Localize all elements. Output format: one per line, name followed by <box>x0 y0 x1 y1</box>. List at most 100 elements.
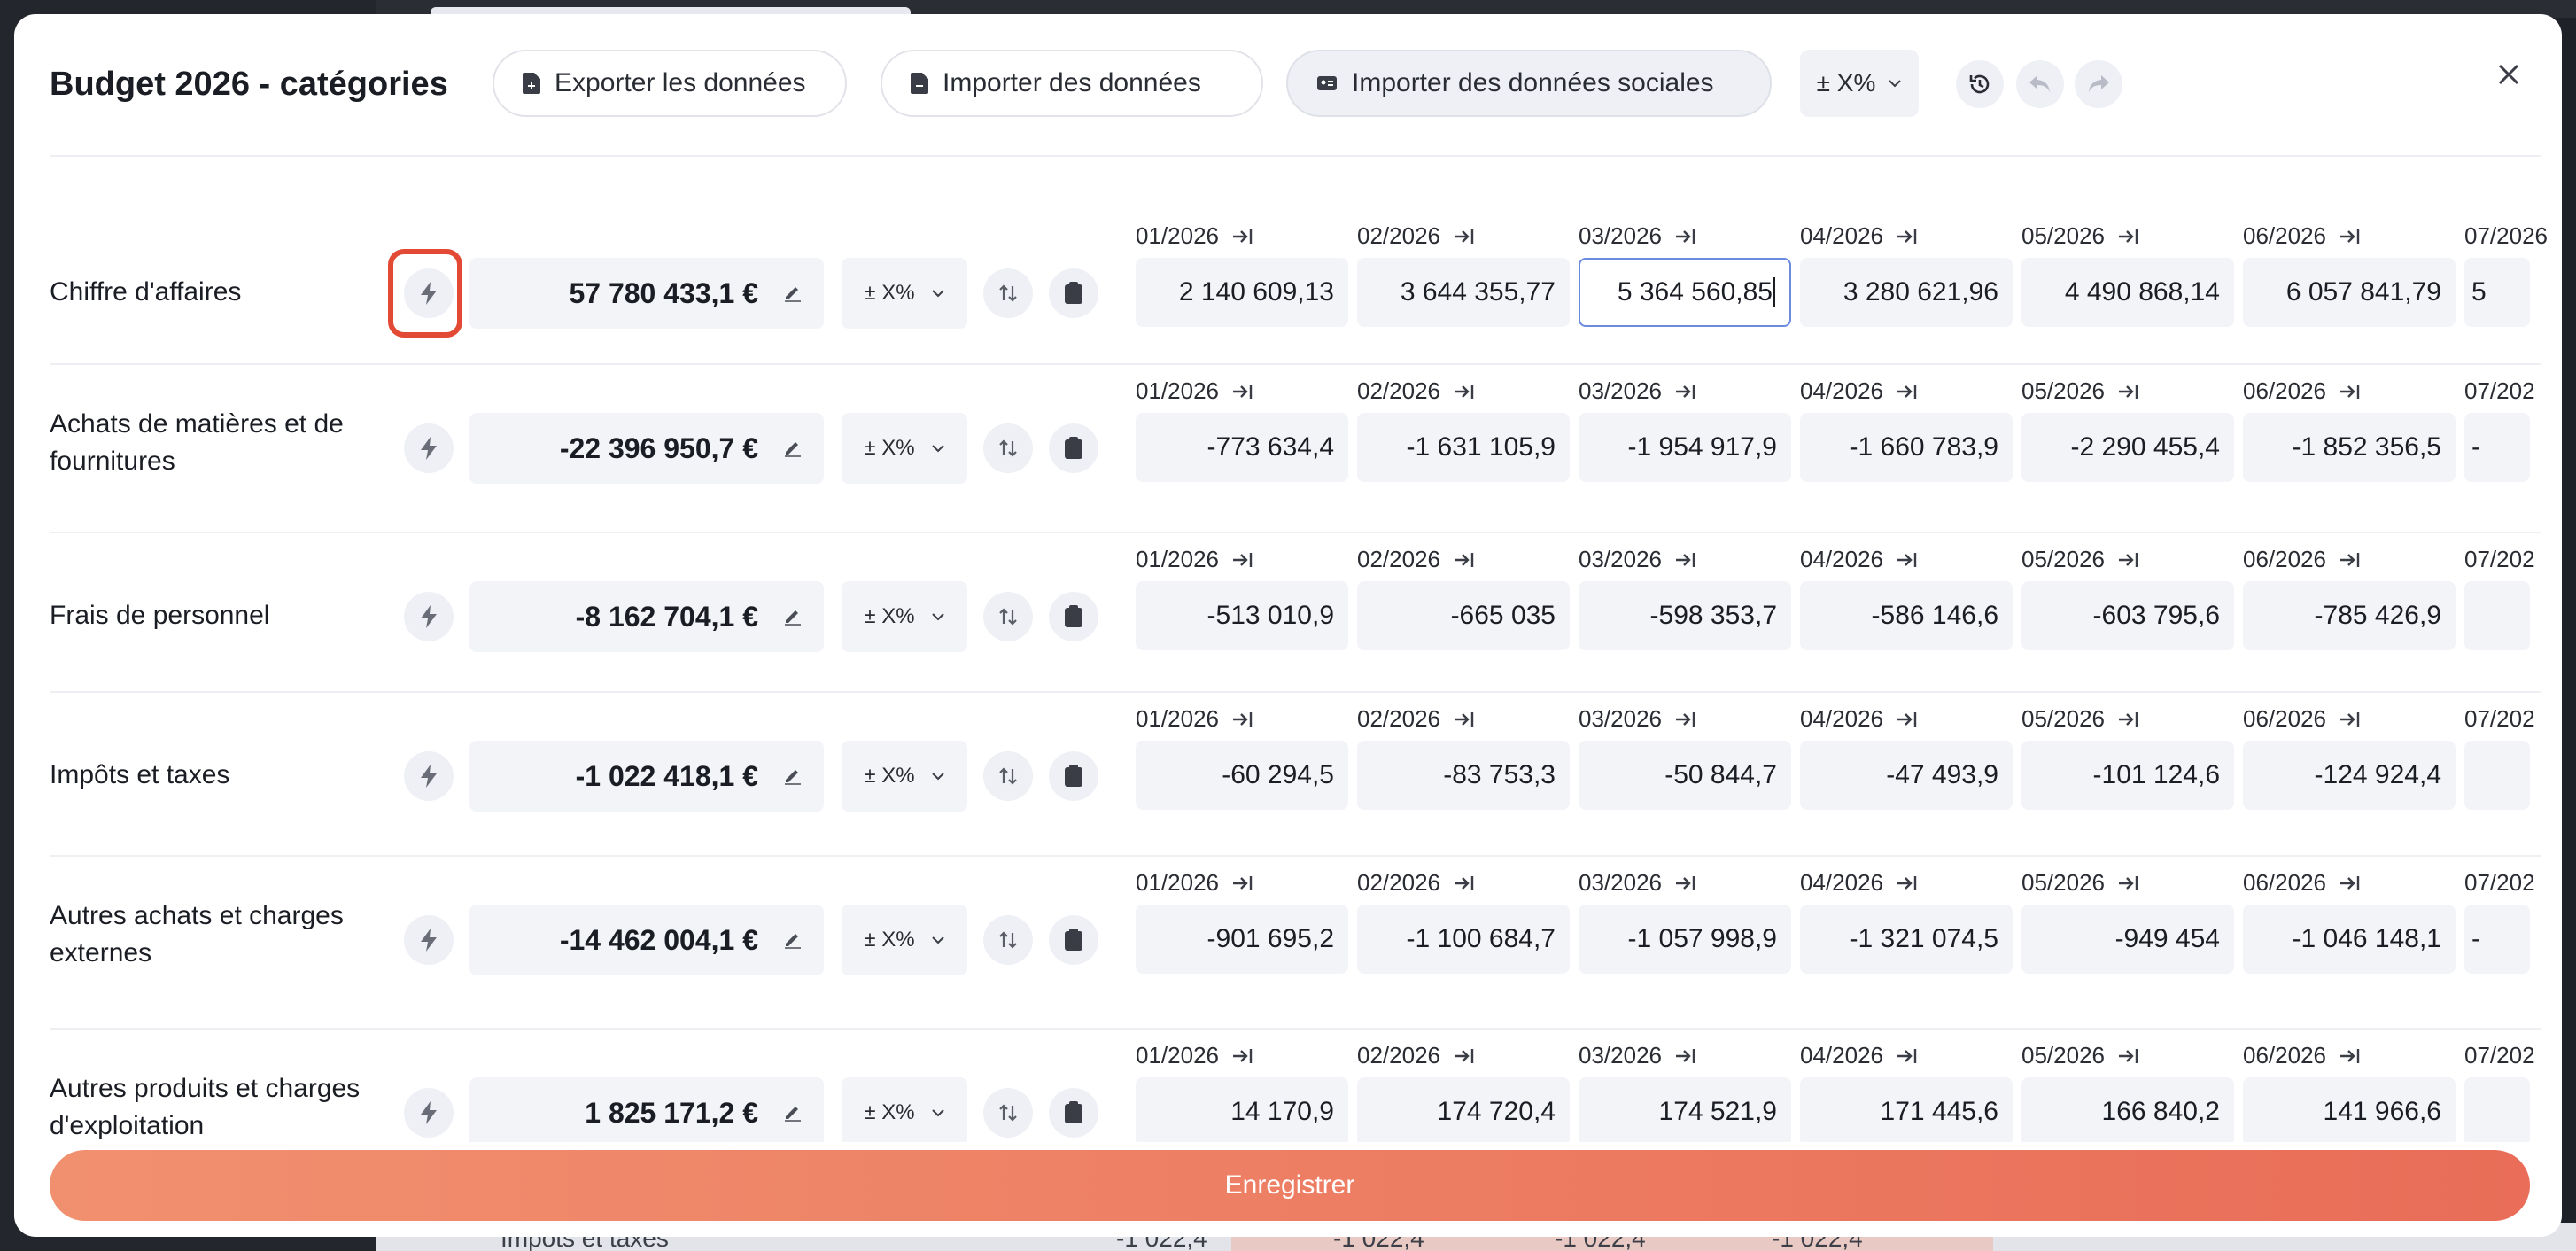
month-label[interactable]: 05/2026 <box>2021 1042 2140 1069</box>
category-total-field[interactable]: -1 022 418,1 € <box>469 741 824 812</box>
sort-button[interactable] <box>983 1088 1033 1138</box>
month-label[interactable]: 07/202 <box>2464 705 2535 733</box>
month-label[interactable]: 04/2026 <box>1800 869 1919 897</box>
auto-fill-button[interactable] <box>404 268 454 318</box>
month-label[interactable]: 06/2026 <box>2243 222 2362 250</box>
month-value-input[interactable]: 4 490 868,14 <box>2021 258 2234 327</box>
month-value-input[interactable]: -949 454 <box>2021 905 2234 974</box>
month-value-input[interactable]: 5 <box>2464 258 2530 327</box>
month-label[interactable]: 05/2026 <box>2021 546 2140 573</box>
month-label[interactable]: 04/2026 <box>1800 222 1919 250</box>
month-value-input[interactable]: 166 840,2 <box>2021 1077 2234 1142</box>
close-icon[interactable] <box>2489 55 2528 94</box>
month-label[interactable]: 01/2026 <box>1136 546 1254 573</box>
month-label[interactable]: 06/2026 <box>2243 377 2362 405</box>
percent-select[interactable]: ± X% <box>842 905 967 975</box>
month-value-input[interactable]: 141 966,6 <box>2243 1077 2456 1142</box>
sort-button[interactable] <box>983 423 1033 473</box>
auto-fill-button[interactable] <box>404 915 454 965</box>
month-value-input[interactable]: -50 844,7 <box>1579 741 1791 810</box>
month-label[interactable]: 07/202 <box>2464 377 2535 405</box>
history-button[interactable] <box>1956 60 2004 108</box>
month-label[interactable]: 07/202 <box>2464 546 2535 573</box>
month-value-input[interactable]: -901 695,2 <box>1136 905 1348 974</box>
month-label[interactable]: 01/2026 <box>1136 1042 1254 1069</box>
month-value-input[interactable]: -2 290 455,4 <box>2021 413 2234 482</box>
month-label[interactable]: 02/2026 <box>1357 377 1476 405</box>
paste-button[interactable] <box>1049 592 1098 641</box>
month-value-input[interactable]: -124 924,4 <box>2243 741 2456 810</box>
month-value-input[interactable] <box>2464 581 2530 650</box>
undo-button[interactable] <box>2016 60 2064 108</box>
import-data-button[interactable]: Importer des données <box>881 50 1263 117</box>
month-value-input[interactable]: -513 010,9 <box>1136 581 1348 650</box>
month-label[interactable]: 07/2026 <box>2464 222 2548 250</box>
month-value-input[interactable]: -1 954 917,9 <box>1579 413 1791 482</box>
sort-button[interactable] <box>983 592 1033 641</box>
auto-fill-button[interactable] <box>404 592 454 641</box>
month-label[interactable]: 04/2026 <box>1800 1042 1919 1069</box>
month-label[interactable]: 06/2026 <box>2243 1042 2362 1069</box>
month-label[interactable]: 01/2026 <box>1136 705 1254 733</box>
import-social-data-button[interactable]: Importer des données sociales <box>1286 50 1772 117</box>
month-label[interactable]: 03/2026 <box>1579 869 1697 897</box>
category-total-field[interactable]: -8 162 704,1 € <box>469 581 824 652</box>
month-value-input[interactable]: -1 631 105,9 <box>1357 413 1570 482</box>
category-total-field[interactable]: 1 825 171,2 € <box>469 1077 824 1142</box>
month-value-input[interactable]: 174 720,4 <box>1357 1077 1570 1142</box>
month-value-input[interactable]: -83 753,3 <box>1357 741 1570 810</box>
month-label[interactable]: 06/2026 <box>2243 869 2362 897</box>
month-label[interactable]: 06/2026 <box>2243 546 2362 573</box>
month-label[interactable]: 01/2026 <box>1136 222 1254 250</box>
month-label[interactable]: 02/2026 <box>1357 222 1476 250</box>
redo-button[interactable] <box>2075 60 2122 108</box>
month-label[interactable]: 02/2026 <box>1357 546 1476 573</box>
paste-button[interactable] <box>1049 915 1098 965</box>
month-value-input[interactable]: -1 321 074,5 <box>1800 905 2013 974</box>
month-label[interactable]: 03/2026 <box>1579 377 1697 405</box>
month-label[interactable]: 06/2026 <box>2243 705 2362 733</box>
month-label[interactable]: 07/202 <box>2464 1042 2535 1069</box>
month-label[interactable]: 03/2026 <box>1579 222 1697 250</box>
percent-select[interactable]: ± X% <box>842 413 967 484</box>
auto-fill-button[interactable] <box>404 1088 454 1138</box>
sort-button[interactable] <box>983 268 1033 318</box>
percent-select[interactable]: ± X% <box>842 741 967 812</box>
month-value-input[interactable] <box>2464 1077 2530 1142</box>
save-button[interactable]: Enregistrer <box>50 1150 2530 1221</box>
month-label[interactable]: 07/202 <box>2464 869 2535 897</box>
month-label[interactable]: 03/2026 <box>1579 1042 1697 1069</box>
percent-select[interactable]: ± X% <box>842 258 967 329</box>
month-label[interactable]: 01/2026 <box>1136 377 1254 405</box>
percent-select[interactable]: ± X% <box>842 1077 967 1142</box>
percent-select[interactable]: ± X% <box>842 581 967 652</box>
month-value-input[interactable]: -1 046 148,1 <box>2243 905 2456 974</box>
month-label[interactable]: 03/2026 <box>1579 546 1697 573</box>
export-data-button[interactable]: Exporter les données <box>493 50 847 117</box>
paste-button[interactable] <box>1049 1088 1098 1138</box>
sort-button[interactable] <box>983 915 1033 965</box>
month-value-input[interactable]: -101 124,6 <box>2021 741 2234 810</box>
paste-button[interactable] <box>1049 268 1098 318</box>
month-label[interactable]: 05/2026 <box>2021 222 2140 250</box>
month-label[interactable]: 03/2026 <box>1579 705 1697 733</box>
sort-button[interactable] <box>983 751 1033 801</box>
paste-button[interactable] <box>1049 423 1098 473</box>
month-value-input[interactable]: -47 493,9 <box>1800 741 2013 810</box>
auto-fill-button[interactable] <box>404 751 454 801</box>
auto-fill-button[interactable] <box>404 423 454 473</box>
month-value-input[interactable]: 3 644 355,77 <box>1357 258 1570 327</box>
month-value-input[interactable]: 171 445,6 <box>1800 1077 2013 1142</box>
month-value-input[interactable]: - <box>2464 413 2530 482</box>
month-value-input[interactable]: -598 353,7 <box>1579 581 1791 650</box>
month-value-input[interactable]: 3 280 621,96 <box>1800 258 2013 327</box>
month-value-input[interactable] <box>2464 741 2530 810</box>
month-value-input[interactable]: - <box>2464 905 2530 974</box>
month-value-input[interactable]: 14 170,9 <box>1136 1077 1348 1142</box>
month-label[interactable]: 01/2026 <box>1136 869 1254 897</box>
month-label[interactable]: 04/2026 <box>1800 546 1919 573</box>
month-value-input[interactable]: -603 795,6 <box>2021 581 2234 650</box>
month-value-input[interactable]: -1 100 684,7 <box>1357 905 1570 974</box>
category-total-field[interactable]: -14 462 004,1 € <box>469 905 824 975</box>
month-value-input[interactable]: -1 852 356,5 <box>2243 413 2456 482</box>
